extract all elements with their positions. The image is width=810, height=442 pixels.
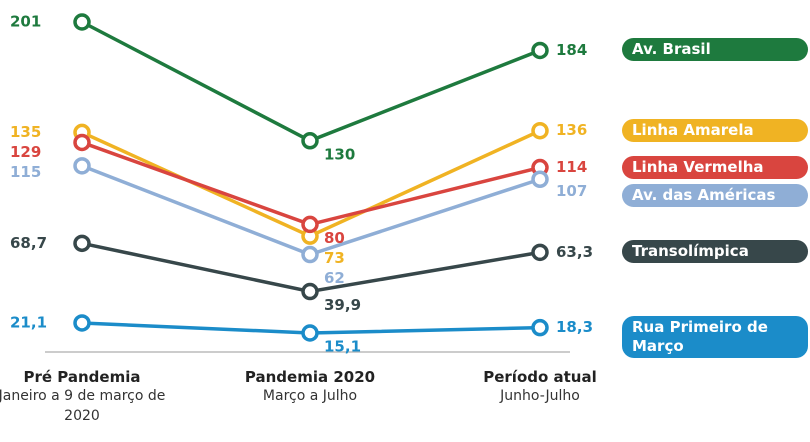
point [73,13,91,31]
value-label: 18,3 [556,318,593,336]
legend-entry: Linha Amarela [622,118,808,142]
point [531,243,549,262]
category: Período atual Junho-Julho [455,368,625,406]
point [301,245,319,264]
point [73,234,91,253]
value-label: 15,1 [324,338,361,356]
point [301,215,319,234]
value-label: 107 [556,182,587,200]
legend-entry: Rua Primeiro de Março [622,315,808,358]
category-label: Pré Pandemia [23,368,141,386]
point [73,157,91,175]
legend-entry: Av. Brasil [622,38,808,62]
value-label: 63,3 [556,243,593,261]
value-label: 184 [556,41,587,59]
value-label: 21,1 [10,313,47,331]
legend-entry: Av. das Américas [622,183,808,207]
category-subtitle: Março a Julho [262,388,358,404]
value-label: 68,7 [10,234,47,252]
legend-entry: Linha Vermelha [622,155,808,179]
value-label: 115 [10,163,41,181]
point [301,324,319,342]
point [531,121,549,140]
category: Pandemia 2020 Março a Julho [225,368,395,406]
value-label: 129 [10,143,41,161]
value-label: 136 [556,121,587,139]
value-label: 62 [324,269,345,287]
point [301,282,319,301]
series-line [81,20,541,143]
point [301,132,319,150]
point [531,318,549,337]
category-label: Período atual [483,368,597,386]
point [73,133,91,152]
point [73,314,91,332]
series-line [81,140,541,227]
value-label: 114 [556,158,587,176]
value-label: 135 [10,123,41,141]
point [531,41,549,60]
point [531,170,549,189]
value-label: 73 [324,249,345,267]
legend-entry: Transolímpica [622,240,808,264]
category-subtitle: Junho-Julho [500,388,580,404]
value-label: 39,9 [324,296,361,314]
category-subtitle: Janeiro a 9 de março de 2020 [0,388,166,424]
value-label: 80 [324,229,345,247]
value-label: 130 [324,145,355,163]
category-label: Pandemia 2020 [244,368,376,386]
category: Pré Pandemia Janeiro a 9 de março de 2020 [0,368,167,426]
value-label: 201 [10,13,41,31]
